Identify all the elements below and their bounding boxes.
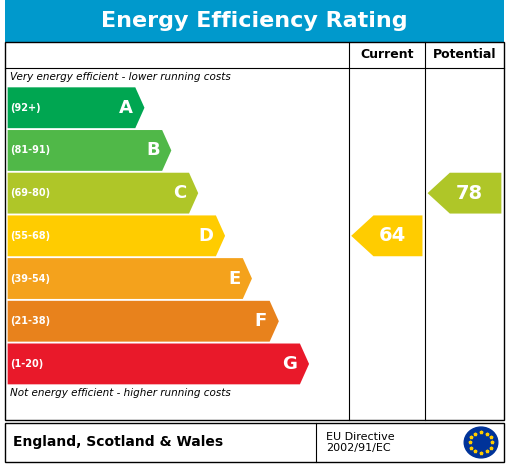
Bar xyxy=(5,42,504,420)
Text: C: C xyxy=(173,184,186,202)
Text: EU Directive
2002/91/EC: EU Directive 2002/91/EC xyxy=(326,432,394,453)
Text: (1-20): (1-20) xyxy=(10,359,43,369)
Text: (92+): (92+) xyxy=(10,103,41,113)
Text: A: A xyxy=(119,99,133,117)
Text: Not energy efficient - higher running costs: Not energy efficient - higher running co… xyxy=(10,388,231,397)
Bar xyxy=(5,423,504,462)
Polygon shape xyxy=(8,130,172,171)
Text: Very energy efficient - lower running costs: Very energy efficient - lower running co… xyxy=(10,72,231,82)
Polygon shape xyxy=(428,173,501,213)
Polygon shape xyxy=(8,258,252,299)
Polygon shape xyxy=(351,215,422,256)
Text: England, Scotland & Wales: England, Scotland & Wales xyxy=(13,436,223,449)
Polygon shape xyxy=(8,87,145,128)
Text: (55-68): (55-68) xyxy=(10,231,50,241)
Polygon shape xyxy=(8,215,225,256)
Polygon shape xyxy=(8,301,279,342)
Text: 64: 64 xyxy=(378,226,406,245)
Text: Potential: Potential xyxy=(433,49,496,61)
Polygon shape xyxy=(8,173,198,213)
Text: F: F xyxy=(255,312,267,330)
Text: E: E xyxy=(228,269,240,288)
Polygon shape xyxy=(8,344,309,384)
Text: Current: Current xyxy=(360,49,414,61)
Text: (81-91): (81-91) xyxy=(10,145,50,156)
Text: (69-80): (69-80) xyxy=(10,188,50,198)
Text: B: B xyxy=(146,142,160,159)
Bar xyxy=(5,0,504,42)
Text: (39-54): (39-54) xyxy=(10,274,50,283)
Text: G: G xyxy=(282,355,297,373)
Text: D: D xyxy=(199,227,213,245)
Text: 78: 78 xyxy=(456,184,483,203)
Text: Energy Efficiency Rating: Energy Efficiency Rating xyxy=(101,11,408,31)
Text: (21-38): (21-38) xyxy=(10,316,50,326)
Circle shape xyxy=(464,427,498,458)
